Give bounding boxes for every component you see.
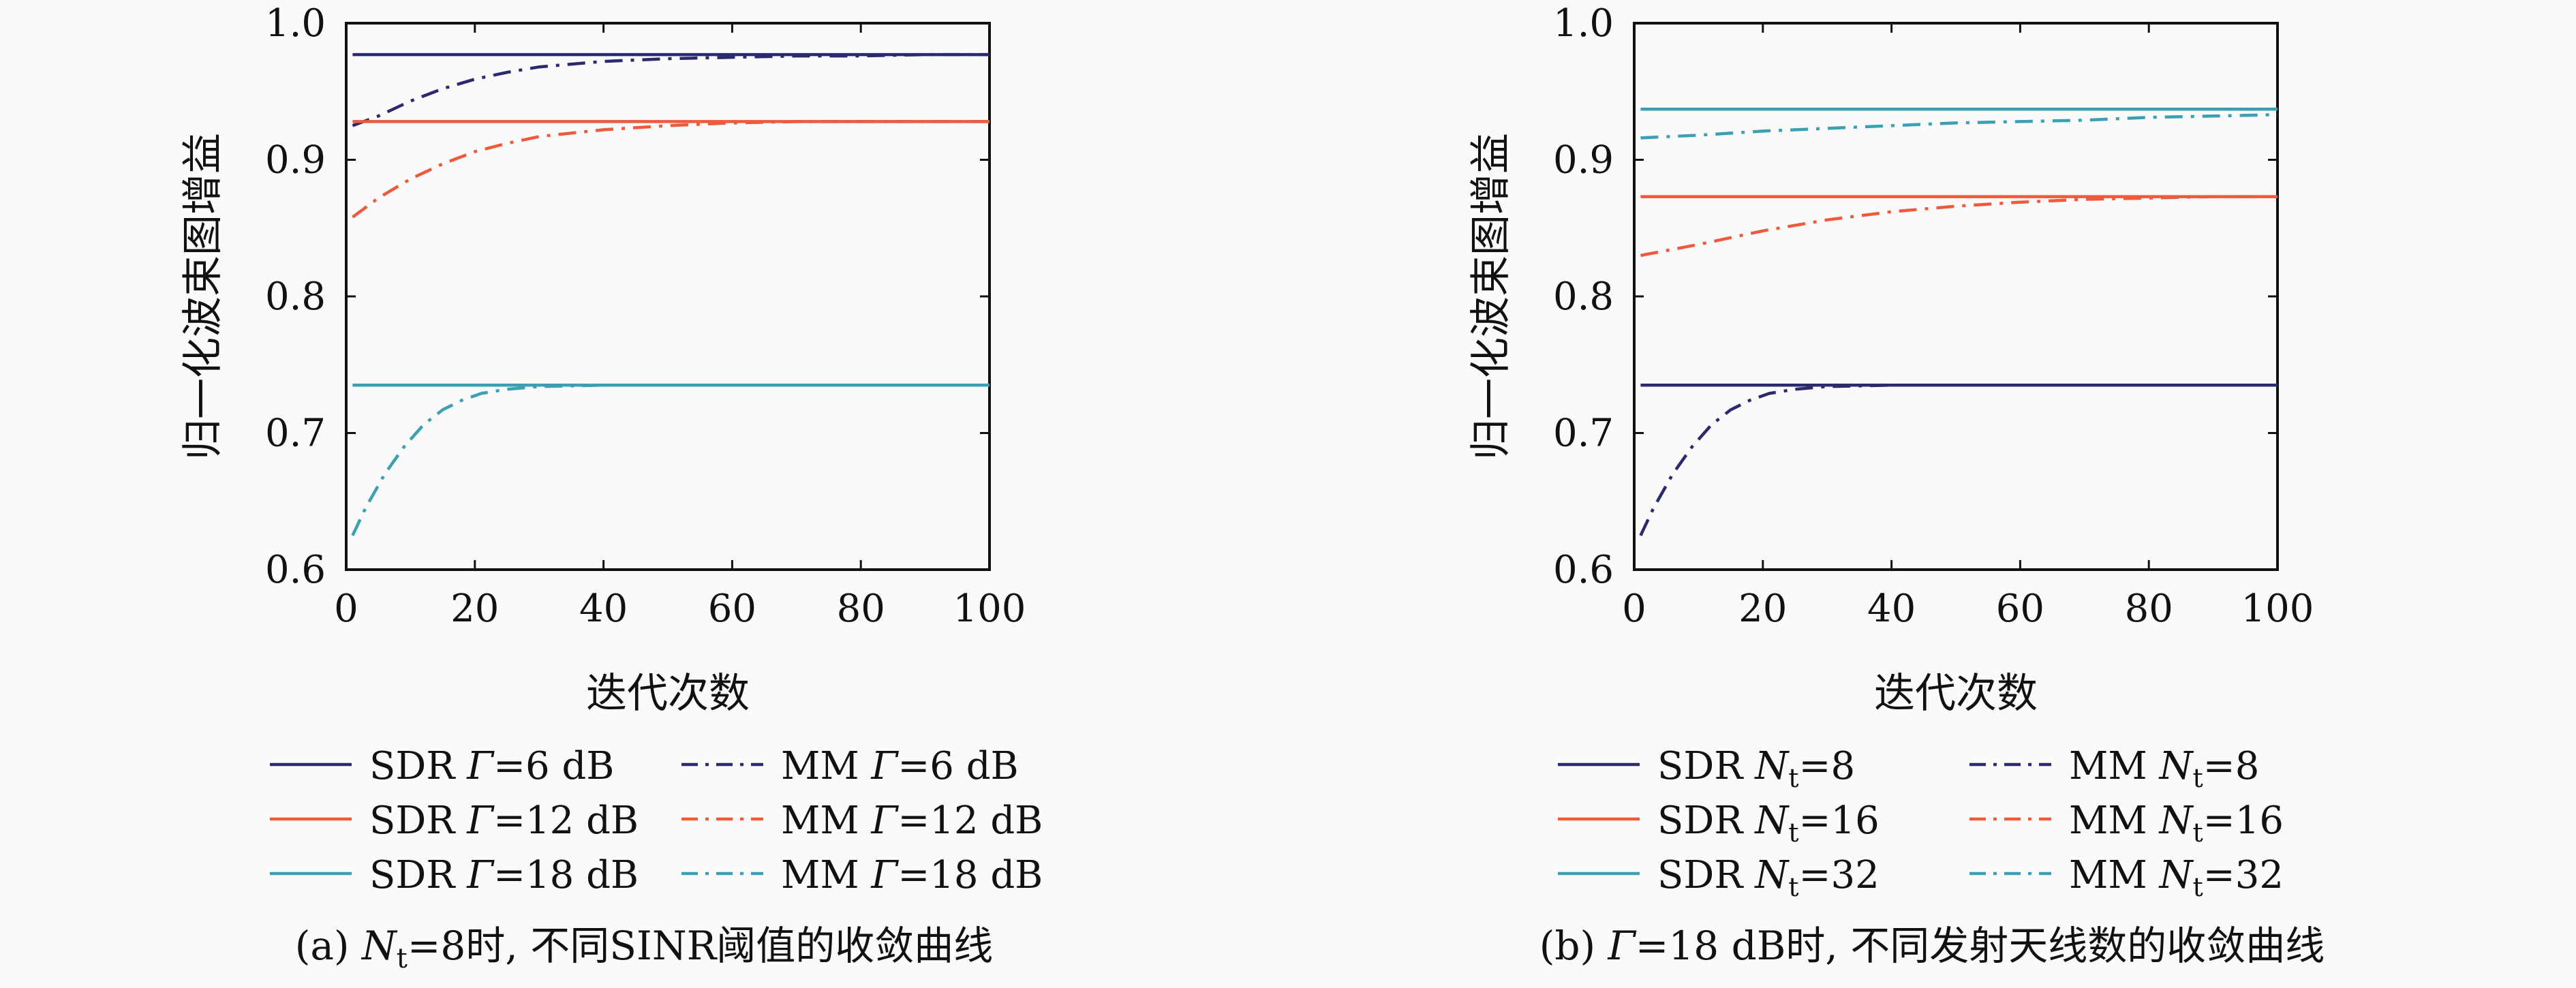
legend-label: MM Nt=32 <box>2069 853 2284 902</box>
figure-caption: (a) Nt=8时, 不同SINR阈值的收敛曲线 <box>295 923 994 974</box>
y-tick-label: 0.6 <box>1553 548 1614 592</box>
series-line-2 <box>352 52 990 127</box>
y-tick-label: 0.6 <box>265 548 326 592</box>
x-tick-label: 80 <box>2125 587 2173 631</box>
series-group <box>1639 108 2278 536</box>
chart-panel-a: 0 20 40 60 80 100 0.6 0.7 0.8 0.9 1.0 迭代次数 归一化波束图增益 S… <box>179 1 1043 974</box>
series-line-4 <box>352 120 990 219</box>
x-tick-label: 40 <box>579 587 628 631</box>
legend-label: SDR Nt=16 <box>1657 799 1880 848</box>
x-tick-label: 40 <box>1867 587 1916 631</box>
x-tick-label: 20 <box>1738 587 1787 631</box>
figure-caption: (b) Γ=18 dB时, 不同发射天线数的收敛曲线 <box>1539 923 2325 969</box>
series-line-4 <box>1640 195 2278 258</box>
x-tick-label: 60 <box>708 587 756 631</box>
legend-label: MM Γ=12 dB <box>781 799 1043 843</box>
x-axis-title: 迭代次数 <box>586 670 750 717</box>
legend-label: SDR Γ=6 dB <box>369 744 614 788</box>
y-tick-label: 0.9 <box>265 138 326 183</box>
y-tick-label: 1.0 <box>1553 1 1614 46</box>
x-tick-label: 60 <box>1996 587 2044 631</box>
y-tick-label: 0.7 <box>265 412 326 456</box>
legend-label: SDR Nt=8 <box>1657 744 1855 793</box>
legend-label: MM Nt=8 <box>2069 744 2259 793</box>
x-tick-label: 0 <box>1622 587 1646 631</box>
legend-label: SDR Nt=32 <box>1657 853 1880 902</box>
x-axis-title: 迭代次数 <box>1874 670 2038 717</box>
x-tick-label: 0 <box>334 587 358 631</box>
y-tick-label: 1.0 <box>265 1 326 46</box>
series-group <box>351 52 990 536</box>
plot-frame <box>1633 22 2279 571</box>
series-line-6 <box>1640 113 2278 140</box>
y-tick-label: 0.8 <box>265 275 326 319</box>
y-tick-label: 0.9 <box>1553 138 1614 183</box>
series-line-6 <box>351 384 990 536</box>
x-tick-label: 80 <box>837 587 885 631</box>
legend-label: SDR Γ=18 dB <box>369 853 639 897</box>
plot-frame <box>345 22 991 571</box>
x-tick-label: 100 <box>953 587 1026 631</box>
legend-label: MM Nt=16 <box>2069 799 2284 848</box>
chart-panel-b: 0 20 40 60 80 100 0.6 0.7 0.8 0.9 1.0 迭代次数 归一化波束图增益 S… <box>1288 0 2576 988</box>
legend-label: MM Γ=18 dB <box>781 853 1043 897</box>
y-tick-label: 0.7 <box>1553 412 1614 456</box>
y-tick-label: 0.8 <box>1553 275 1614 319</box>
x-tick-label: 100 <box>2241 587 2314 631</box>
series-line-2 <box>1639 384 2278 536</box>
chart-svg-a: 0 20 40 60 80 100 0.6 0.7 0.8 0.9 1.0 迭代次数 归一化波束图增益 S… <box>179 1 1043 974</box>
legend-label: MM Γ=6 dB <box>781 744 1019 788</box>
y-axis-title: 归一化波束图增益 <box>1467 133 1515 460</box>
legend-label: SDR Γ=12 dB <box>369 799 639 843</box>
x-tick-label: 20 <box>450 587 499 631</box>
y-axis-title: 归一化波束图增益 <box>179 133 227 460</box>
chart-svg-b: 0 20 40 60 80 100 0.6 0.7 0.8 0.9 1.0 迭代次数 归一化波束图增益 S… <box>1467 1 2325 969</box>
